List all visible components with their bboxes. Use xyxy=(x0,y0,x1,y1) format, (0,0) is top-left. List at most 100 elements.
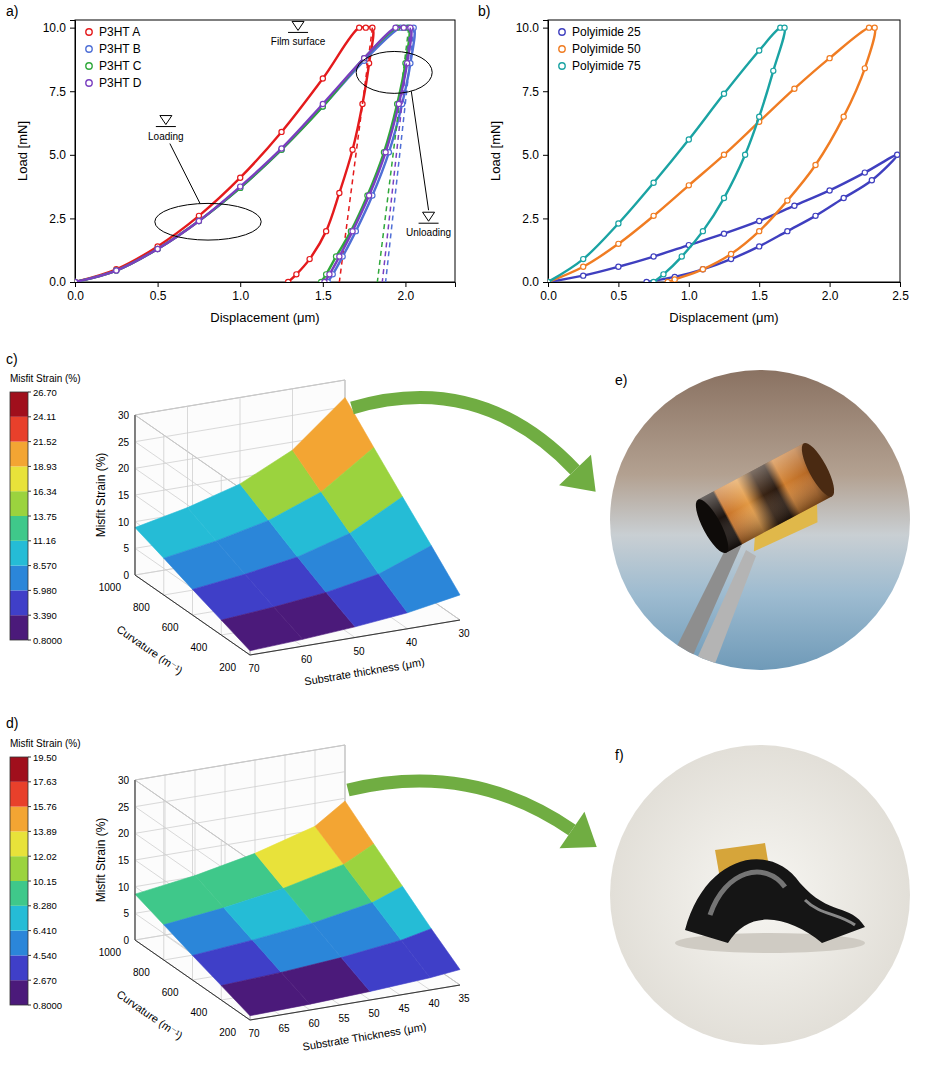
x-axis-line xyxy=(250,985,460,1020)
colorbar-title: Misfit Strain (%) xyxy=(10,738,81,749)
y-tick-label: 200 xyxy=(219,1027,236,1038)
y-tick-label: 7.5 xyxy=(522,85,539,99)
colorbar: Misfit Strain (%)0.80002.6704.5406.4108.… xyxy=(10,738,81,1011)
plot-frame xyxy=(548,20,900,282)
legend-marker xyxy=(86,80,92,86)
chart-panel: b)0.00.51.01.52.02.50.02.55.07.510.0Disp… xyxy=(478,3,909,325)
curled-film xyxy=(685,859,865,943)
z-tick-label: 20 xyxy=(118,828,130,839)
x-axis-title: Substrate Thickness (μm) xyxy=(302,1020,428,1052)
data-point xyxy=(792,203,797,208)
data-point xyxy=(721,91,726,96)
data-point xyxy=(350,147,355,152)
colorbar-tick-label: 10.15 xyxy=(33,876,57,887)
y-axis-title: Load [mN] xyxy=(488,121,503,181)
colorbar: Misfit Strain (%)0.80003.3905.9808.57011… xyxy=(10,373,81,646)
tangent-line xyxy=(382,28,410,282)
colorbar-tick xyxy=(28,757,31,758)
x-tick-label: 2.5 xyxy=(892,289,909,303)
annotation-leader xyxy=(411,91,428,210)
colorbar-tick xyxy=(28,540,31,541)
y-tick: 7.5 xyxy=(522,85,548,99)
y-tick-label: 400 xyxy=(191,1007,208,1018)
z-tick-label: 25 xyxy=(118,437,130,448)
colorbar-tick-label: 15.76 xyxy=(33,801,57,812)
data-point xyxy=(75,279,78,282)
x-axis: 0.00.51.01.52.02.5 xyxy=(540,282,909,303)
data-point xyxy=(872,25,877,30)
y-tick-label: 600 xyxy=(162,622,179,633)
data-point xyxy=(679,254,684,259)
data-point xyxy=(350,229,355,234)
panel-label: c) xyxy=(6,351,18,367)
colorbar-tick xyxy=(28,640,31,641)
legend-marker xyxy=(559,46,565,52)
colorbar-tick xyxy=(28,590,31,591)
legend-marker xyxy=(559,29,565,35)
colorbar-tick xyxy=(28,516,31,517)
data-point xyxy=(238,175,243,180)
data-point xyxy=(792,86,797,91)
colorbar-band xyxy=(10,881,28,906)
pointer-arrow xyxy=(352,398,596,492)
x-tick-mark xyxy=(618,282,619,287)
x-tick: 0.5 xyxy=(611,282,628,303)
data-point xyxy=(782,25,787,30)
y-tick: 5.0 xyxy=(522,148,548,162)
series-line xyxy=(548,27,875,282)
data-point xyxy=(651,279,656,282)
y-axis-title: Curvature (m⁻¹) xyxy=(115,623,185,677)
x-tick-mark xyxy=(323,282,324,287)
data-point xyxy=(757,48,762,53)
annotation-leader xyxy=(170,144,200,204)
data-point xyxy=(661,272,666,277)
film-highlight xyxy=(710,872,785,915)
data-point xyxy=(396,101,401,106)
data-point xyxy=(728,251,733,256)
colorbar-band xyxy=(10,566,28,591)
y-tick-mark xyxy=(70,28,75,29)
x-axis-line xyxy=(549,283,901,288)
x-tick-label: 0.0 xyxy=(540,289,557,303)
colorbar-tick xyxy=(28,980,31,981)
data-point xyxy=(75,279,78,282)
colorbar-tick-label: 8.570 xyxy=(33,560,57,571)
surface-symbol-line xyxy=(419,223,439,224)
y-axis: 0.02.55.07.510.0 xyxy=(516,21,549,290)
x-tick-label: 40 xyxy=(406,637,418,648)
panel-label: b) xyxy=(478,3,490,19)
x-tick-label: 60 xyxy=(308,1018,320,1029)
data-point xyxy=(357,25,362,30)
y-axis: 0.02.55.07.510.0 xyxy=(43,21,76,290)
x-tick-label: 60 xyxy=(301,654,313,665)
y-tick-mark xyxy=(543,155,548,156)
series-line xyxy=(548,27,785,282)
y-tick-label: 400 xyxy=(191,642,208,653)
colorbar-band xyxy=(10,906,28,931)
data-point xyxy=(743,152,748,157)
y-tick: 5.0 xyxy=(49,148,75,162)
series-line xyxy=(75,27,410,282)
colorbar-tick-label: 6.410 xyxy=(33,925,57,936)
legend: Polyimide 25Polyimide 50Polyimide 75 xyxy=(559,25,641,73)
x-tick-label: 35 xyxy=(458,993,470,1004)
arrow-shaft xyxy=(352,398,575,470)
arrow-shaft xyxy=(348,781,572,830)
y-tick-label: 2.5 xyxy=(49,212,66,226)
z-tick-label: 0 xyxy=(123,570,129,581)
data-point xyxy=(581,257,586,262)
x-tick-label: 65 xyxy=(278,1023,290,1034)
y-tick-label: 0.0 xyxy=(522,275,539,289)
data-point xyxy=(404,61,409,66)
data-point xyxy=(672,277,677,282)
y-tick-label: 1000 xyxy=(99,947,122,958)
annotations: Film surfaceLoadingUnloading xyxy=(148,21,451,240)
y-tick: 2.5 xyxy=(522,212,548,226)
y-axis-title: Curvature (m⁻¹) xyxy=(115,988,185,1042)
colorbar-band xyxy=(10,782,28,807)
colorbar-tick-label: 18.93 xyxy=(33,461,57,472)
data-point xyxy=(155,246,160,251)
data-point xyxy=(581,273,586,278)
colorbar-tick-label: 13.89 xyxy=(33,826,57,837)
data-point xyxy=(785,229,790,234)
